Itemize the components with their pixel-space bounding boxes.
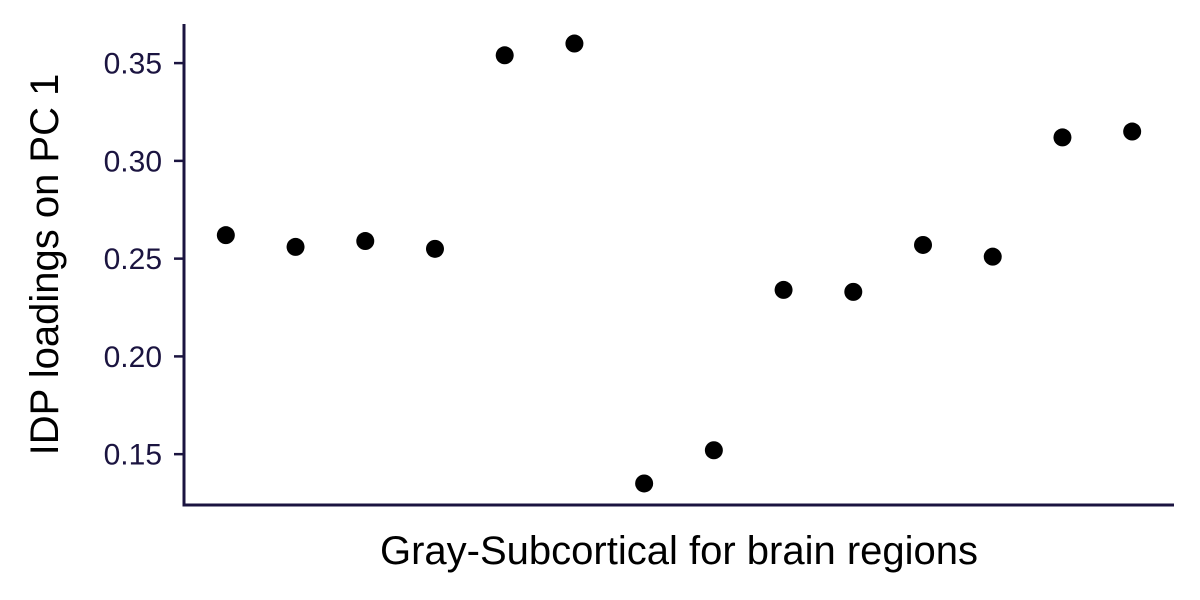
y-tick-label: 0.35 xyxy=(104,48,162,81)
y-axis-title: IDP loadings on PC 1 xyxy=(23,74,67,456)
data-point xyxy=(844,282,863,301)
data-point xyxy=(774,280,793,299)
data-point xyxy=(983,247,1002,266)
data-point xyxy=(914,235,933,254)
y-tick-label: 0.30 xyxy=(104,145,162,178)
data-point xyxy=(495,46,514,65)
data-point xyxy=(1053,128,1072,147)
data-point xyxy=(565,34,584,53)
data-points xyxy=(216,34,1142,493)
y-axis-ticks: 0.15 0.20 0.25 0.30 0.35 xyxy=(104,48,184,472)
data-point xyxy=(216,226,235,245)
data-point xyxy=(635,474,654,493)
data-point xyxy=(1123,122,1142,141)
y-tick-label: 0.15 xyxy=(104,439,162,472)
y-tick-label: 0.25 xyxy=(104,243,162,276)
data-point xyxy=(286,237,305,256)
data-point xyxy=(356,232,375,251)
data-point xyxy=(425,239,444,258)
x-axis-title: Gray-Subcortical for brain regions xyxy=(380,529,978,573)
y-tick-label: 0.20 xyxy=(104,341,162,374)
data-point xyxy=(704,441,723,460)
